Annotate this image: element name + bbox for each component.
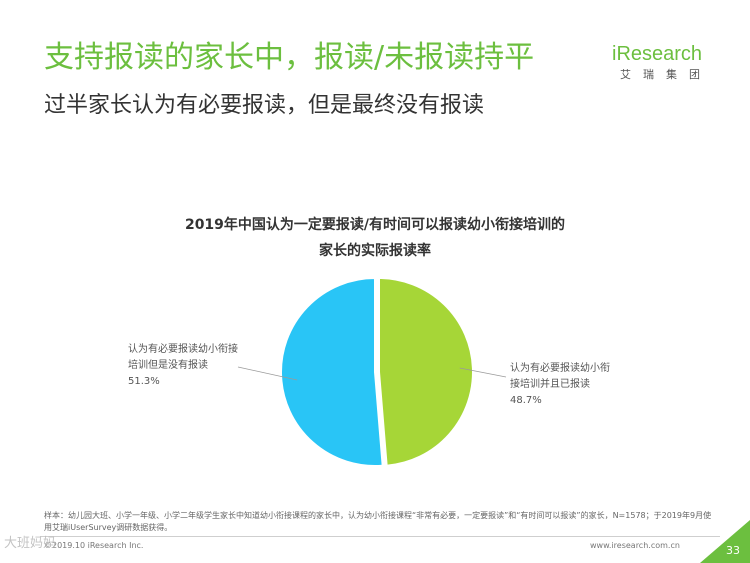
logo-text: iResearch [612,43,703,65]
iresearch-logo: iResearch 艾瑞集团 [612,42,720,86]
chart-title: 2019年中国认为一定要报读/有时间可以报读幼小衔接培训的 家长的实际报读率 [160,212,590,264]
pie-slice-enrolled [378,276,474,467]
chart-title-line1: 2019年中国认为一定要报读/有时间可以报读幼小衔接培训的 [184,217,566,233]
page-title: 支持报读的家长中，报读/未报读持平 [44,40,535,75]
leader-line-enrolled [459,367,507,378]
pie-slice-not-enrolled [280,276,384,467]
slice-label-not-enrolled-line1: 认为有必要报读幼小衔接 [128,344,238,355]
page-subtitle: 过半家长认为有必要报读，但是最终没有报读 [44,93,485,118]
page-corner-decoration [700,520,750,563]
slice-label-enrolled-line1: 认为有必要报读幼小衔 [510,363,610,374]
chart-title-line2: 家长的实际报读率 [319,243,431,259]
website-link[interactable]: www.iresearch.com.cn [590,541,680,550]
slice-value-not-enrolled: 51.3% [128,376,160,387]
slice-label-enrolled-line2: 接培训并且已报读 [510,379,590,390]
watermark: 大班妈妈 [4,536,57,551]
page-number: 33 [726,544,740,557]
slice-value-enrolled: 48.7% [510,395,542,406]
leader-line-not-enrolled [237,366,298,381]
copyright: ©2019.10 iResearch Inc. [44,541,144,550]
slice-label-not-enrolled: 认为有必要报读幼小衔接 培训但是没有报读 51.3% [128,342,278,390]
footnote: 样本：幼儿园大班、小学一年级、小学二年级学生家长中知道幼小衔接课程的家长中，认为… [44,511,712,532]
slice-label-enrolled: 认为有必要报读幼小衔 接培训并且已报读 48.7% [510,361,640,409]
footer-divider [40,536,720,537]
slice-label-not-enrolled-line2: 培训但是没有报读 [128,360,208,371]
logo-subtext: 艾瑞集团 [620,68,712,81]
